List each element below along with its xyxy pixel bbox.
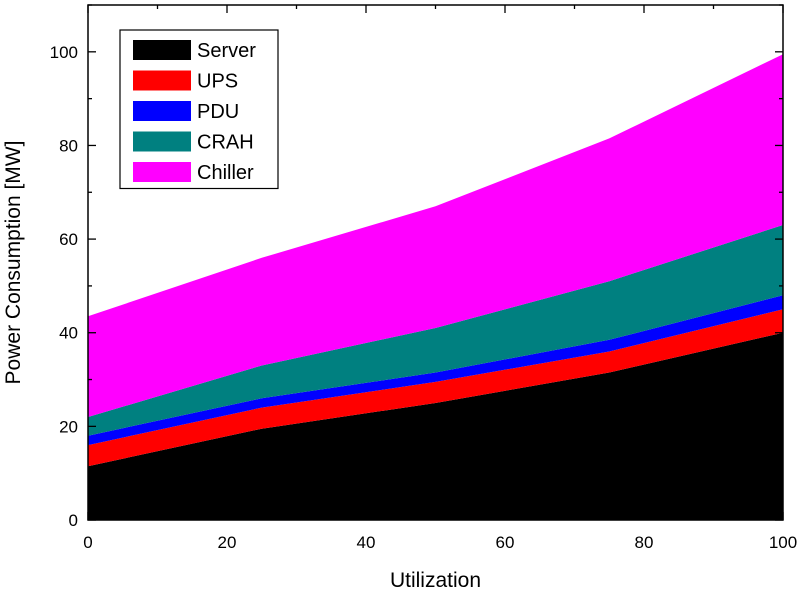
legend-swatch-crah bbox=[133, 131, 191, 152]
y-axis-label: Power Consumption [MW] bbox=[2, 141, 25, 385]
y-tick-label: 100 bbox=[50, 43, 78, 62]
y-tick-label: 40 bbox=[59, 324, 78, 343]
legend-label-server: Server bbox=[197, 40, 256, 62]
legend-label-chiller: Chiller bbox=[197, 162, 254, 184]
legend-label-crah: CRAH bbox=[197, 132, 254, 154]
legend: Server UPS PDU CRAH Chiller bbox=[119, 29, 279, 190]
legend-label-ups: UPS bbox=[197, 71, 238, 93]
area-chiller bbox=[88, 54, 783, 417]
area-crah bbox=[88, 225, 783, 436]
legend-swatch-ups bbox=[133, 70, 191, 91]
y-tick-label: 20 bbox=[59, 417, 78, 436]
x-tick-label: 0 bbox=[83, 533, 92, 552]
x-tick-label: 40 bbox=[357, 533, 376, 552]
plot-frame bbox=[87, 4, 784, 521]
legend-swatch-chiller bbox=[133, 162, 191, 182]
y-tick-labels: 0 20 40 60 80 100 bbox=[50, 43, 78, 530]
legend-label-pdu: PDU bbox=[197, 101, 239, 123]
y-tick-label: 60 bbox=[59, 230, 78, 249]
area-ups bbox=[88, 309, 783, 467]
series-areas bbox=[88, 54, 783, 520]
x-tick-label: 20 bbox=[218, 533, 237, 552]
x-tick-label: 60 bbox=[496, 533, 515, 552]
x-tick-label: 80 bbox=[635, 533, 654, 552]
legend-swatch-pdu bbox=[133, 101, 191, 121]
x-tick-labels: 0 20 40 60 80 100 bbox=[83, 533, 797, 552]
area-server bbox=[88, 332, 783, 520]
x-axis-label: Utilization bbox=[390, 569, 481, 592]
x-tick-label: 100 bbox=[769, 533, 797, 552]
legend-swatch-server bbox=[133, 40, 191, 60]
y-tick-label: 80 bbox=[59, 136, 78, 155]
y-tick-label: 0 bbox=[69, 511, 78, 530]
